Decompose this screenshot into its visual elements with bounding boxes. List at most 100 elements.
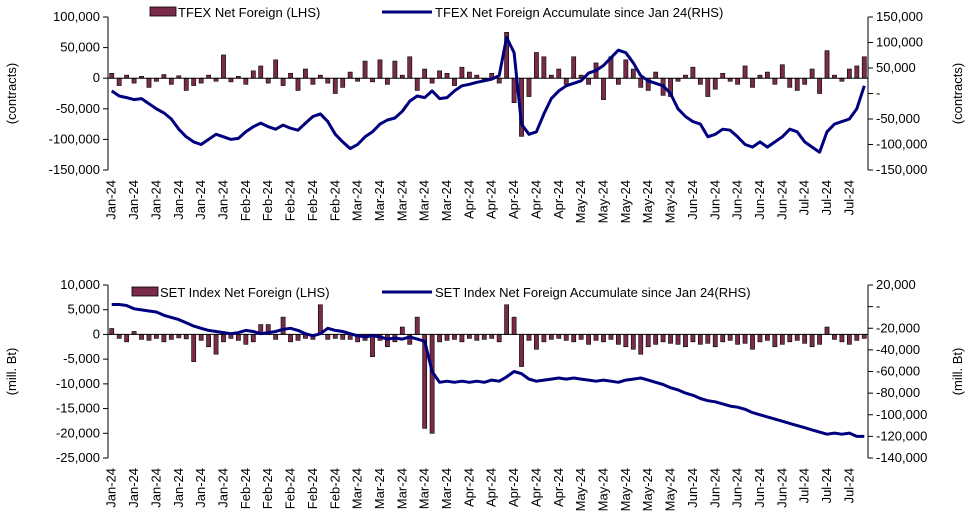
bar bbox=[295, 334, 301, 341]
bar bbox=[385, 334, 390, 348]
legend-swatch bbox=[149, 6, 177, 17]
bar bbox=[191, 334, 197, 362]
y2-tick-label: -100,000 bbox=[876, 407, 927, 422]
bar bbox=[802, 334, 808, 344]
y-tick-label: 10,000 bbox=[60, 277, 100, 292]
bar bbox=[861, 334, 867, 339]
x-tick-label: May-24 bbox=[663, 180, 678, 223]
bar bbox=[295, 77, 301, 91]
x-tick-label: Mar-24 bbox=[350, 180, 365, 221]
bar bbox=[854, 334, 860, 341]
y2-tick-label: -80,000 bbox=[876, 385, 920, 400]
bar bbox=[183, 334, 189, 340]
bar bbox=[332, 77, 338, 94]
bar bbox=[325, 334, 331, 340]
bar bbox=[236, 334, 241, 341]
bar bbox=[765, 334, 770, 341]
bar bbox=[176, 334, 182, 339]
x-tick-label: Mar-24 bbox=[417, 468, 432, 509]
y-tick-label: -50,000 bbox=[56, 101, 100, 116]
bar bbox=[414, 316, 420, 335]
bar bbox=[280, 77, 286, 86]
bar bbox=[623, 59, 629, 79]
bar bbox=[668, 334, 673, 344]
x-tick-label: Jan-24 bbox=[171, 468, 186, 508]
bar bbox=[690, 334, 696, 343]
bar bbox=[556, 334, 562, 339]
x-tick-label: Jun-24 bbox=[752, 468, 767, 508]
x-tick-label: Jul-24 bbox=[819, 468, 834, 503]
x-tick-label: Jun-24 bbox=[774, 180, 789, 220]
bar bbox=[727, 334, 733, 341]
y2-tick-label: - bbox=[876, 86, 880, 101]
bar bbox=[638, 334, 644, 355]
x-tick-label: Apr-24 bbox=[528, 180, 543, 219]
bar bbox=[206, 334, 211, 348]
x-tick-label: Jun-24 bbox=[707, 180, 722, 220]
bar bbox=[437, 70, 442, 79]
y-axis-title: (mill. Bt) bbox=[4, 348, 19, 396]
bar bbox=[571, 56, 577, 79]
bar bbox=[586, 77, 591, 85]
x-tick-label: May-24 bbox=[640, 180, 655, 223]
bar bbox=[616, 334, 621, 345]
legend-label: TFEX Net Foreign (LHS) bbox=[178, 5, 320, 20]
bar bbox=[586, 334, 591, 345]
x-tick-label: Apr-24 bbox=[528, 468, 543, 507]
bar bbox=[645, 334, 651, 348]
bar bbox=[697, 77, 703, 85]
y2-axis-title: (mill. Bt) bbox=[950, 348, 965, 396]
bar bbox=[250, 334, 256, 343]
bar bbox=[183, 77, 189, 91]
x-tick-label: Jan-24 bbox=[104, 180, 119, 220]
bar bbox=[466, 71, 472, 79]
bar bbox=[385, 77, 390, 85]
y-tick-label: 0 bbox=[93, 70, 100, 85]
bar bbox=[146, 77, 152, 88]
y2-tick-label: -40,000 bbox=[876, 342, 920, 357]
x-tick-label: May-24 bbox=[595, 468, 610, 511]
y2-tick-label: -20,000 bbox=[876, 320, 920, 335]
x-tick-label: Jan-24 bbox=[148, 180, 163, 220]
x-tick-label: May-24 bbox=[573, 180, 588, 223]
bar bbox=[489, 334, 495, 339]
bar bbox=[466, 334, 472, 339]
bar bbox=[578, 334, 584, 340]
line bbox=[111, 303, 865, 438]
x-tick-label: Jun-24 bbox=[752, 180, 767, 220]
bar bbox=[459, 334, 465, 343]
bar bbox=[124, 334, 130, 343]
bar bbox=[526, 77, 532, 97]
line bbox=[110, 35, 866, 154]
bar bbox=[563, 334, 569, 341]
bar bbox=[675, 334, 681, 345]
bar bbox=[690, 66, 696, 79]
bar bbox=[705, 77, 711, 97]
bar bbox=[630, 68, 636, 79]
bar bbox=[787, 77, 793, 88]
bar bbox=[221, 54, 226, 79]
bar bbox=[362, 60, 368, 79]
bar bbox=[630, 334, 636, 350]
bar bbox=[735, 77, 740, 85]
y-tick-label: -15,000 bbox=[56, 401, 100, 416]
bar bbox=[288, 334, 293, 343]
x-tick-label: Mar-24 bbox=[439, 468, 454, 509]
bar bbox=[772, 77, 778, 85]
bar bbox=[161, 74, 167, 79]
bar bbox=[742, 334, 748, 344]
x-tick-label: Apr-24 bbox=[506, 180, 521, 219]
x-tick-label: May-24 bbox=[618, 468, 633, 511]
bar bbox=[444, 73, 450, 79]
bar bbox=[161, 334, 167, 343]
y-tick-label: -20,000 bbox=[56, 425, 100, 440]
x-tick-label: May-24 bbox=[618, 180, 633, 223]
bar bbox=[541, 56, 547, 79]
bar bbox=[548, 334, 554, 340]
x-tick-label: Jun-24 bbox=[685, 468, 700, 508]
y2-tick-label: 50,000 bbox=[876, 60, 916, 75]
bar bbox=[370, 334, 375, 357]
bar bbox=[757, 334, 763, 343]
bar bbox=[452, 77, 457, 86]
